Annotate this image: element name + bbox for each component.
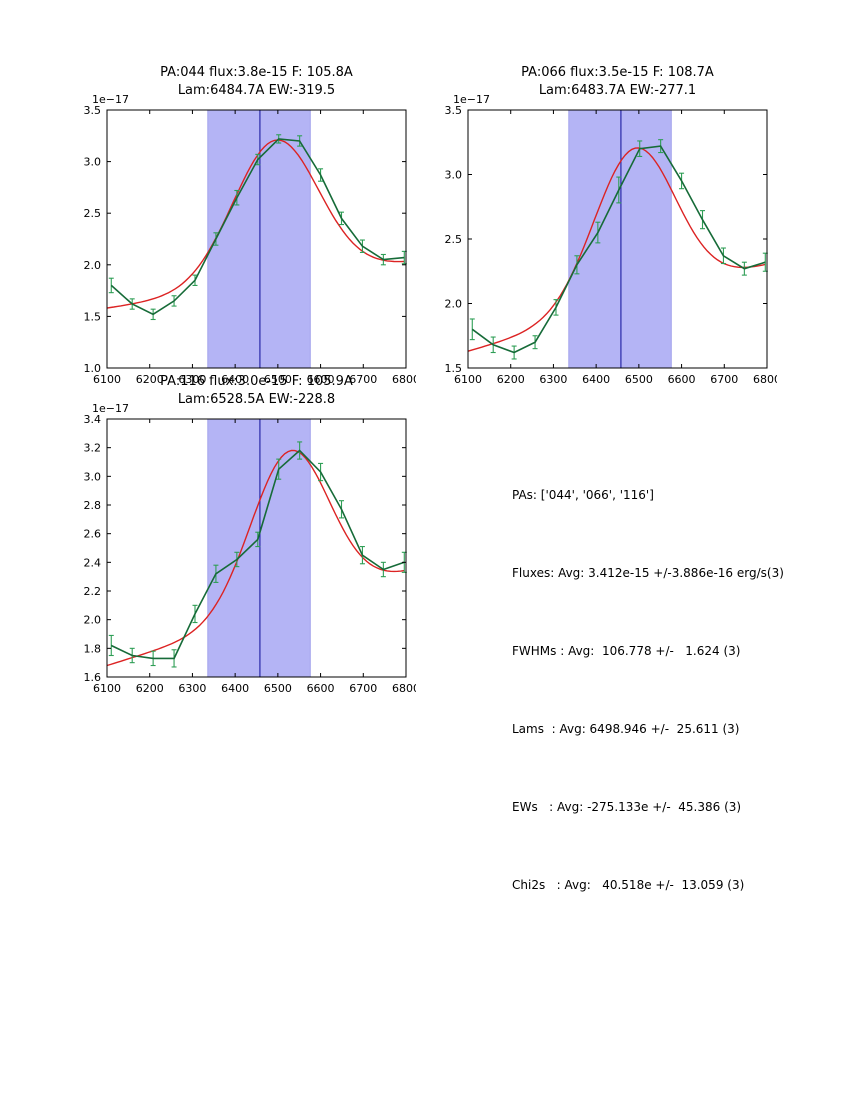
fit-curve xyxy=(106,449,405,667)
plot-area: 6100 6200 6300 6400 6500 6600 6700 6800 1.6 1.8 2.… xyxy=(84,413,417,695)
y-tick-label: 1.0 xyxy=(84,362,102,375)
chart-title: PA:066 flux:3.5e-15 F: 108.7A Lam:6483.7… xyxy=(468,64,767,100)
y-tick-label: 1.8 xyxy=(84,642,102,655)
chart-title-line1: PA:116 flux:3.0e-15 F: 105.9A xyxy=(160,374,353,389)
data-series-line xyxy=(471,145,766,354)
chart-title: PA:044 flux:3.8e-15 F: 105.8A Lam:6484.7… xyxy=(107,64,406,100)
x-tick-label: 6400 xyxy=(221,373,249,386)
x-tick-label: 6300 xyxy=(178,682,206,695)
axis-tick-labels: 6100 6200 6300 6400 6500 6600 6700 6800 1.0 1.5 2.… xyxy=(84,104,417,386)
y-tick-label: 2.2 xyxy=(84,585,102,598)
x-tick-label: 6500 xyxy=(625,373,653,386)
fit-curve xyxy=(467,147,766,352)
y-axis-offset-label: 1e−17 xyxy=(92,93,129,106)
axes-frame xyxy=(106,418,407,678)
chart-pa066: PA:066 flux:3.5e-15 F: 108.7A Lam:6483.7… xyxy=(421,60,778,400)
plot-area: 6100 6200 6300 6400 6500 6600 6700 6800 1.0 1.5 2.… xyxy=(84,104,417,386)
x-tick-label: 6700 xyxy=(710,373,738,386)
stats-line-pas: PAs: ['044', '066', '116'] xyxy=(512,488,654,502)
chart-title-line2: Lam:6484.7A EW:-319.5 xyxy=(177,83,336,98)
data-series-line xyxy=(110,138,405,316)
x-tick-label: 6100 xyxy=(93,373,121,386)
x-tick-label: 6700 xyxy=(349,373,377,386)
data-series-line xyxy=(110,449,405,660)
y-tick-label: 1.5 xyxy=(84,310,102,323)
y-tick-label: 3.4 xyxy=(84,413,102,426)
x-tick-label: 6800 xyxy=(392,682,416,695)
y-tick-label: 2.0 xyxy=(445,298,463,311)
x-tick-label: 6400 xyxy=(221,682,249,695)
axis-tick-labels: 6100 6200 6300 6400 6500 6600 6700 6800 1.5 2.0 2.… xyxy=(445,104,778,386)
stats-line-fwhms: FWHMs : Avg: 106.778 +/- 1.624 (3) xyxy=(512,644,741,658)
x-tick-label: 6700 xyxy=(349,682,377,695)
fit-curve xyxy=(106,139,405,309)
y-tick-label: 3.0 xyxy=(84,470,102,483)
y-tick-label: 2.5 xyxy=(84,207,102,220)
y-tick-label: 3.2 xyxy=(84,442,102,455)
x-tick-label: 6100 xyxy=(93,682,121,695)
stats-panel: PAs: ['044', '066', '116'] Fluxes: Avg: … xyxy=(512,430,784,950)
x-tick-label: 6800 xyxy=(753,373,777,386)
selection-band xyxy=(207,418,311,678)
plot-area: 6100 6200 6300 6400 6500 6600 6700 6800 1.5 2.0 2.… xyxy=(445,104,778,386)
axis-tick-labels: 6100 6200 6300 6400 6500 6600 6700 6800 1.6 1.8 2.… xyxy=(84,413,417,695)
stats-line-ews: EWs : Avg: -275.133e +/- 45.386 (3) xyxy=(512,800,742,814)
x-tick-label: 6600 xyxy=(668,373,696,386)
selection-band xyxy=(207,109,311,369)
selection-band xyxy=(568,109,672,369)
y-tick-label: 2.4 xyxy=(84,556,102,569)
y-tick-label: 3.5 xyxy=(445,104,463,117)
x-tick-label: 6400 xyxy=(582,373,610,386)
y-tick-label: 3.0 xyxy=(84,156,102,169)
stats-line-chi2s: Chi2s : Avg: 40.518e +/- 13.059 (3) xyxy=(512,878,745,892)
x-tick-label: 6300 xyxy=(178,373,206,386)
y-tick-label: 1.6 xyxy=(84,671,102,684)
y-tick-label: 2.0 xyxy=(84,259,102,272)
x-tick-label: 6200 xyxy=(136,682,164,695)
y-tick-label: 2.0 xyxy=(84,614,102,627)
y-tick-label: 2.6 xyxy=(84,528,102,541)
x-tick-label: 6600 xyxy=(307,373,335,386)
y-tick-label: 2.8 xyxy=(84,499,102,512)
y-axis-offset-label: 1e−17 xyxy=(92,402,129,415)
x-tick-label: 6500 xyxy=(264,373,292,386)
x-tick-label: 6800 xyxy=(392,373,416,386)
y-tick-label: 2.5 xyxy=(445,233,463,246)
chart-title-line1: PA:066 flux:3.5e-15 F: 108.7A xyxy=(521,65,714,80)
x-tick-label: 6600 xyxy=(307,682,335,695)
stats-line-lams: Lams : Avg: 6498.946 +/- 25.611 (3) xyxy=(512,722,740,736)
axis-ticks xyxy=(467,109,768,369)
chart-pa116: PA:116 flux:3.0e-15 F: 105.9A Lam:6528.5… xyxy=(60,369,417,709)
x-tick-label: 6500 xyxy=(264,682,292,695)
y-tick-label: 3.0 xyxy=(445,169,463,182)
axis-ticks xyxy=(106,109,407,369)
x-tick-label: 6200 xyxy=(136,373,164,386)
y-axis-offset-label: 1e−17 xyxy=(453,93,490,106)
chart-title-line1: PA:044 flux:3.8e-15 F: 105.8A xyxy=(160,65,353,80)
chart-title: PA:116 flux:3.0e-15 F: 105.9A Lam:6528.5… xyxy=(107,373,406,409)
x-tick-label: 6100 xyxy=(454,373,482,386)
stats-line-fluxes: Fluxes: Avg: 3.412e-15 +/-3.886e-16 erg/… xyxy=(512,566,784,580)
x-tick-label: 6300 xyxy=(539,373,567,386)
chart-title-line2: Lam:6528.5A EW:-228.8 xyxy=(177,392,336,407)
y-tick-label: 3.5 xyxy=(84,104,102,117)
axes-frame xyxy=(106,109,407,369)
chart-pa044: PA:044 flux:3.8e-15 F: 105.8A Lam:6484.7… xyxy=(60,60,417,400)
y-tick-label: 1.5 xyxy=(445,362,463,375)
chart-title-line2: Lam:6483.7A EW:-277.1 xyxy=(538,83,697,98)
axis-ticks xyxy=(106,418,407,678)
x-tick-label: 6200 xyxy=(497,373,525,386)
